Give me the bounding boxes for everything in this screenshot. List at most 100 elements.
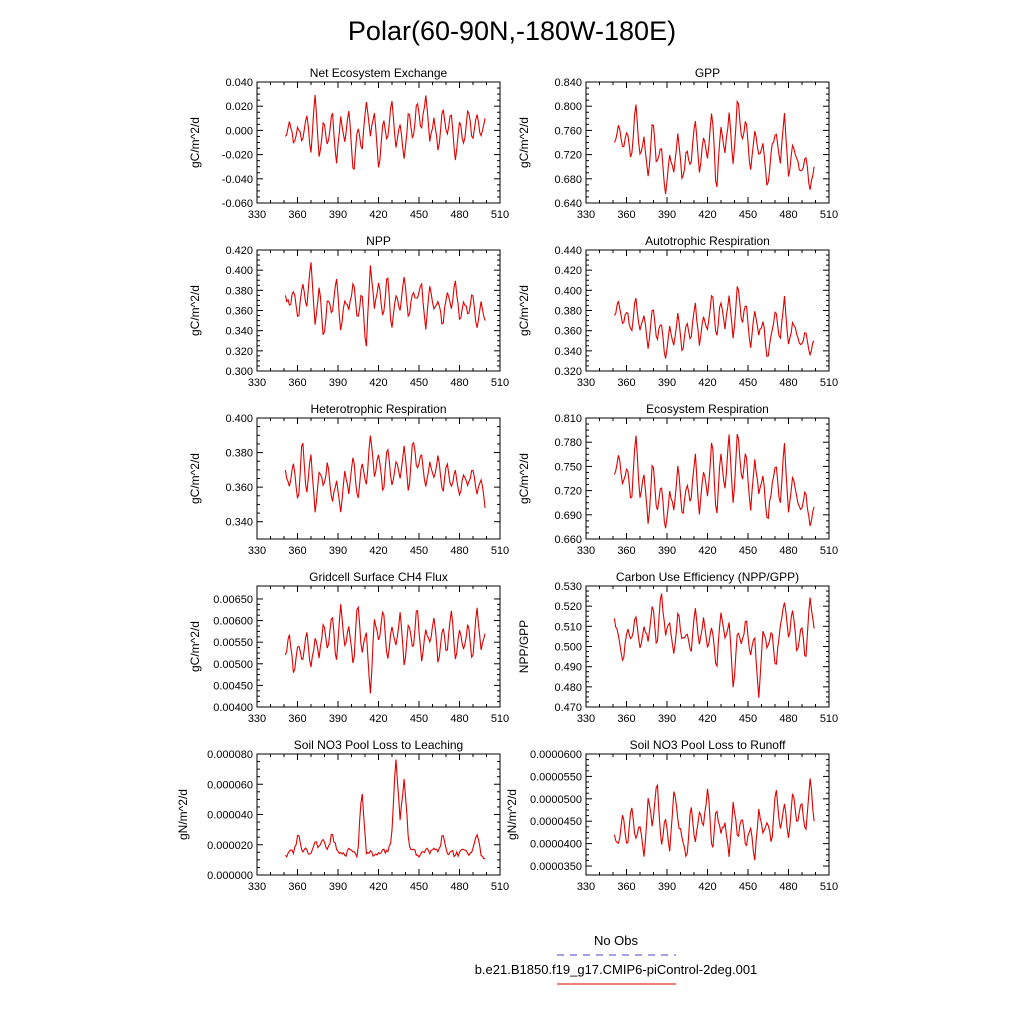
x-tick-label: 510 xyxy=(491,209,509,221)
x-tick-label: 360 xyxy=(288,713,306,725)
y-tick-label: 0.520 xyxy=(554,601,582,613)
x-tick-label: 390 xyxy=(658,209,676,221)
y-tick-label: 0.0000500 xyxy=(530,794,582,806)
panel-gpp: GPP 330 360 390 420 450 480 510 0.640 0.680 0.720 0… xyxy=(517,66,838,221)
y-tick-label: 0.360 xyxy=(554,326,582,338)
y-tick-label: 0.690 xyxy=(554,510,582,522)
series-line-model xyxy=(284,435,486,513)
y-axis-label: gN/m^2/d xyxy=(505,789,519,840)
y-axis-label: gC/m^2/d xyxy=(188,621,202,672)
x-tick-label: 420 xyxy=(698,377,716,389)
x-tick-label: 510 xyxy=(820,377,838,389)
series-line-model xyxy=(613,434,815,529)
x-tick-label: 390 xyxy=(329,209,347,221)
panel-title: Soil NO3 Pool Loss to Runoff xyxy=(630,738,787,752)
y-tick-label: 0.480 xyxy=(554,682,582,694)
series-line-model xyxy=(613,778,815,861)
y-axis-label: gN/m^2/d xyxy=(176,789,190,840)
panel-title: Net Ecosystem Exchange xyxy=(310,66,448,80)
x-tick-label: 450 xyxy=(739,545,757,557)
x-tick-label: 450 xyxy=(739,881,757,893)
panel-ecosystem-respiration: Ecosystem Respiration 330 360 390 420 450 480 5… xyxy=(517,402,838,557)
x-tick-label: 390 xyxy=(329,881,347,893)
y-tick-label: 0.040 xyxy=(225,77,253,89)
x-tick-label: 510 xyxy=(491,713,509,725)
y-tick-label: 0.380 xyxy=(554,306,582,318)
plot-frame xyxy=(256,753,501,876)
plot-frame xyxy=(585,81,830,204)
x-tick-label: 360 xyxy=(617,209,635,221)
y-tick-label: 0.640 xyxy=(554,198,582,210)
y-tick-label: 0.00550 xyxy=(213,637,253,649)
y-tick-label: 0.000000 xyxy=(207,870,253,882)
y-tick-label: 0.0000550 xyxy=(530,771,582,783)
y-tick-label: 0.00650 xyxy=(213,594,253,606)
x-tick-label: 330 xyxy=(248,881,266,893)
y-tick-label: 0.0000350 xyxy=(530,861,582,873)
y-tick-label: 0.720 xyxy=(554,486,582,498)
panel-net-ecosystem-exchange: Net Ecosystem Exchange 330 360 390 420 450 480… xyxy=(188,66,509,221)
x-tick-label: 450 xyxy=(739,713,757,725)
x-tick-label: 330 xyxy=(577,881,595,893)
series-line-model xyxy=(284,94,486,171)
x-tick-label: 330 xyxy=(577,545,595,557)
x-tick-label: 480 xyxy=(779,377,797,389)
x-tick-label: 450 xyxy=(410,545,428,557)
panel-soil-no3-pool-loss-to-leaching: Soil NO3 Pool Loss to Leaching 330 360 390 4… xyxy=(176,738,509,893)
y-tick-label: 0.440 xyxy=(554,245,582,257)
y-axis-label: gC/m^2/d xyxy=(188,117,202,168)
y-axis-label: gC/m^2/d xyxy=(188,453,202,504)
x-tick-label: 360 xyxy=(288,377,306,389)
panel-soil-no3-pool-loss-to-runoff: Soil NO3 Pool Loss to Runoff 330 360 390 420… xyxy=(505,738,838,893)
y-tick-label: 0.490 xyxy=(554,662,582,674)
x-tick-label: 480 xyxy=(450,377,468,389)
plot-frame xyxy=(585,753,830,876)
x-tick-label: 330 xyxy=(577,713,595,725)
x-tick-label: 420 xyxy=(369,713,387,725)
legend: No Obs b.e21.B1850.f19_g17.CMIP6-piContr… xyxy=(475,933,757,985)
panel-title: Ecosystem Respiration xyxy=(646,402,769,416)
y-tick-label: 0.840 xyxy=(554,77,582,89)
y-tick-label: 0.000020 xyxy=(207,840,253,852)
x-tick-label: 360 xyxy=(617,881,635,893)
y-tick-label: -0.020 xyxy=(222,150,253,162)
plot-frame xyxy=(585,249,830,372)
y-tick-label: 0.340 xyxy=(225,326,253,338)
x-tick-label: 360 xyxy=(617,713,635,725)
x-tick-label: 420 xyxy=(369,209,387,221)
panel-gridcell-surface-ch4-flux: Gridcell Surface CH4 Flux 330 360 390 420 450… xyxy=(188,570,509,725)
x-tick-label: 390 xyxy=(658,545,676,557)
y-tick-label: 0.320 xyxy=(554,366,582,378)
legend-label-obs: No Obs xyxy=(594,933,639,948)
x-tick-label: 480 xyxy=(450,545,468,557)
x-tick-label: 330 xyxy=(248,545,266,557)
x-tick-label: 330 xyxy=(248,713,266,725)
x-tick-label: 510 xyxy=(820,545,838,557)
y-axis-label: NPP/GPP xyxy=(517,620,531,673)
y-tick-label: 0.660 xyxy=(554,534,582,546)
panel-title: Soil NO3 Pool Loss to Leaching xyxy=(294,738,463,752)
x-tick-label: 510 xyxy=(491,545,509,557)
y-tick-label: 0.00400 xyxy=(213,702,253,714)
y-tick-label: 0.000 xyxy=(225,125,253,137)
x-tick-label: 360 xyxy=(617,545,635,557)
y-tick-label: 0.0000400 xyxy=(530,839,582,851)
series-line-model xyxy=(284,759,486,860)
y-tick-label: 0.360 xyxy=(225,306,253,318)
x-tick-label: 510 xyxy=(820,209,838,221)
x-tick-label: 480 xyxy=(779,545,797,557)
y-tick-label: 0.340 xyxy=(554,346,582,358)
panel-title: Gridcell Surface CH4 Flux xyxy=(309,570,448,584)
y-tick-label: 0.420 xyxy=(225,245,253,257)
y-tick-label: 0.530 xyxy=(554,581,582,593)
y-tick-label: 0.800 xyxy=(554,101,582,113)
x-tick-label: 480 xyxy=(450,881,468,893)
x-tick-label: 480 xyxy=(450,209,468,221)
y-tick-label: 0.420 xyxy=(554,265,582,277)
panels: Net Ecosystem Exchange 330 360 390 420 450 480… xyxy=(176,66,838,893)
x-tick-label: 450 xyxy=(410,881,428,893)
y-tick-label: 0.760 xyxy=(554,125,582,137)
x-tick-label: 390 xyxy=(329,713,347,725)
x-tick-label: 420 xyxy=(698,209,716,221)
x-tick-label: 390 xyxy=(658,881,676,893)
